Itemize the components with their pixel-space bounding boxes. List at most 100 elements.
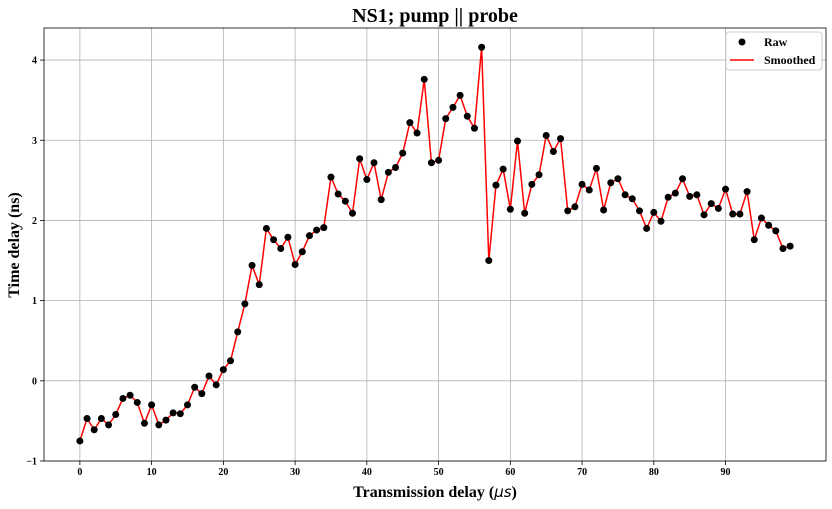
raw-point [212,381,220,389]
raw-point [97,415,105,422]
raw-point [370,159,378,167]
raw-point [650,208,658,216]
raw-series [76,43,794,445]
x-tick-label: 70 [577,467,587,478]
raw-point [628,195,636,203]
raw-point [578,180,586,188]
raw-point [750,236,758,244]
y-tick-label: 1 [32,296,37,307]
raw-point [506,205,514,213]
raw-point [600,206,608,214]
raw-point [255,281,263,289]
raw-point [262,224,270,232]
raw-point [427,159,435,167]
x-axis-title: Transmission delay (μs) [353,483,517,501]
x-tick-label: 30 [290,467,300,478]
y-tick-label: −1 [26,457,37,468]
chart-title: NS1; pump || probe [352,5,518,27]
raw-point [198,390,206,398]
raw-point [456,91,464,99]
y-tick-label: 0 [32,376,37,387]
raw-point [557,135,565,143]
x-axis-ticks: 0 10 20 30 40 50 60 70 80 90 [77,461,731,478]
raw-point [542,131,550,139]
raw-point [133,398,141,406]
raw-point [413,129,421,137]
raw-point [162,416,170,424]
raw-point [714,204,722,212]
raw-point [607,179,615,187]
raw-point [76,437,84,445]
raw-point [363,176,371,184]
raw-point [743,188,751,196]
raw-point [549,147,557,155]
y-tick-label: 2 [32,216,37,227]
raw-point [219,366,227,374]
raw-point [392,164,400,172]
raw-point [119,394,127,402]
y-axis-title: Time delay (ns) [6,192,23,297]
raw-point [377,196,385,204]
raw-point [320,224,328,232]
raw-point [420,75,428,83]
raw-point [614,175,622,183]
raw-point [155,421,163,429]
x-tick-label: 20 [218,467,228,478]
raw-point [241,300,249,308]
legend: Raw Smoothed [725,31,823,71]
raw-point [449,103,457,111]
raw-point [671,189,679,197]
raw-point [485,257,493,265]
x-axis-title-close: ) [512,484,517,501]
raw-point [356,155,364,163]
x-tick-label: 40 [362,467,372,478]
smoothed-line [79,46,791,442]
raw-point [657,217,665,225]
x-tick-label: 60 [505,467,515,478]
raw-point [176,410,184,418]
raw-point [478,43,486,51]
raw-point [492,181,500,189]
raw-point [686,192,694,200]
raw-point [521,209,529,217]
raw-point [693,191,701,199]
raw-point [341,197,349,205]
raw-point [291,261,299,269]
raw-point [514,137,521,145]
x-tick-label: 50 [434,467,444,478]
raw-point [191,383,199,391]
raw-point [564,207,572,215]
raw-point [305,232,313,240]
raw-point [643,224,651,232]
raw-point [729,210,737,218]
raw-point [83,415,91,422]
raw-point [384,168,392,176]
raw-point [470,124,478,132]
raw-point [722,185,730,193]
raw-point [399,149,407,157]
raw-point [442,115,450,123]
raw-point [757,214,765,222]
raw-point [169,409,177,417]
legend-smoothed-label: Smoothed [764,53,816,67]
raw-point [277,245,285,253]
raw-point [205,372,213,380]
raw-point [234,328,242,336]
raw-point [585,186,593,194]
x-axis-title-unit: μs [493,483,512,501]
raw-point [707,200,715,208]
raw-point [140,419,148,427]
x-tick-label: 0 [77,467,82,478]
raw-point [406,119,414,127]
raw-point [105,421,113,429]
raw-point [679,175,687,183]
y-tick-label: 3 [32,136,37,147]
raw-point [700,211,708,219]
raw-point [227,357,235,365]
raw-point [298,248,306,256]
raw-point [148,401,156,409]
x-axis-title-main: Transmission delay ( [353,484,494,501]
y-axis-ticks: −1 0 1 2 3 4 [26,56,44,468]
x-tick-label: 10 [147,467,157,478]
raw-point [334,190,342,198]
